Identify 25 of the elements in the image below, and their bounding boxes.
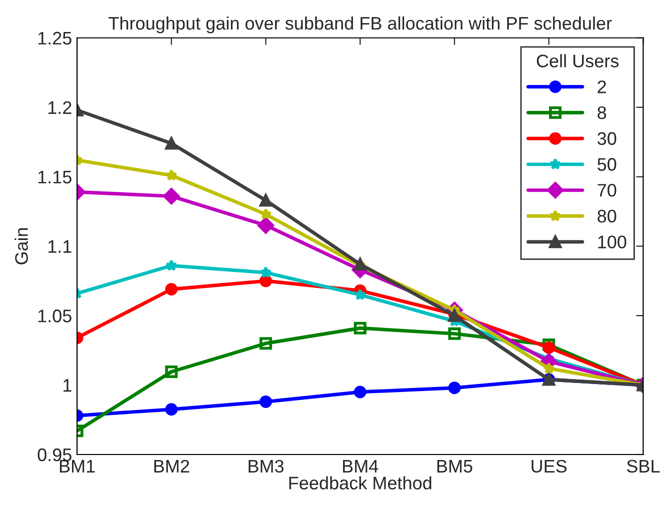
x-tick-label: SBL xyxy=(626,460,660,473)
x-tick-label: BM3 xyxy=(248,460,284,473)
chart-title: Throughput gain over subband FB allocation with PF scheduler xyxy=(108,16,612,34)
y-tick-label: 1.25 xyxy=(38,32,72,45)
x-axis-title: Feedback Method xyxy=(289,476,432,490)
y-tick-label: 1 xyxy=(64,379,72,392)
x-tick-label: BM4 xyxy=(343,460,378,472)
legend-label: 2 xyxy=(598,80,606,94)
legend-label: 80 xyxy=(598,210,616,223)
legend-label: 70 xyxy=(598,184,616,197)
y-tick-label: 1.1 xyxy=(48,240,72,253)
legend-label: 8 xyxy=(598,106,606,120)
legend-label: 50 xyxy=(598,158,616,171)
y-tick-label: 1.15 xyxy=(38,170,72,184)
x-tick-label: BM1 xyxy=(60,460,95,472)
x-tick-label: BM5 xyxy=(437,460,472,473)
legend-label: 30 xyxy=(598,132,616,145)
y-tick-label: 1.2 xyxy=(48,101,72,114)
x-tick-label: UES xyxy=(532,460,567,473)
y-tick-label: 0.95 xyxy=(38,448,72,462)
legend-title: Cell Users xyxy=(536,54,619,68)
legend-label: 100 xyxy=(598,236,626,248)
x-tick-label: BM2 xyxy=(154,460,190,472)
y-tick-label: 1.05 xyxy=(38,310,72,322)
y-axis-title: Gain xyxy=(14,228,28,264)
